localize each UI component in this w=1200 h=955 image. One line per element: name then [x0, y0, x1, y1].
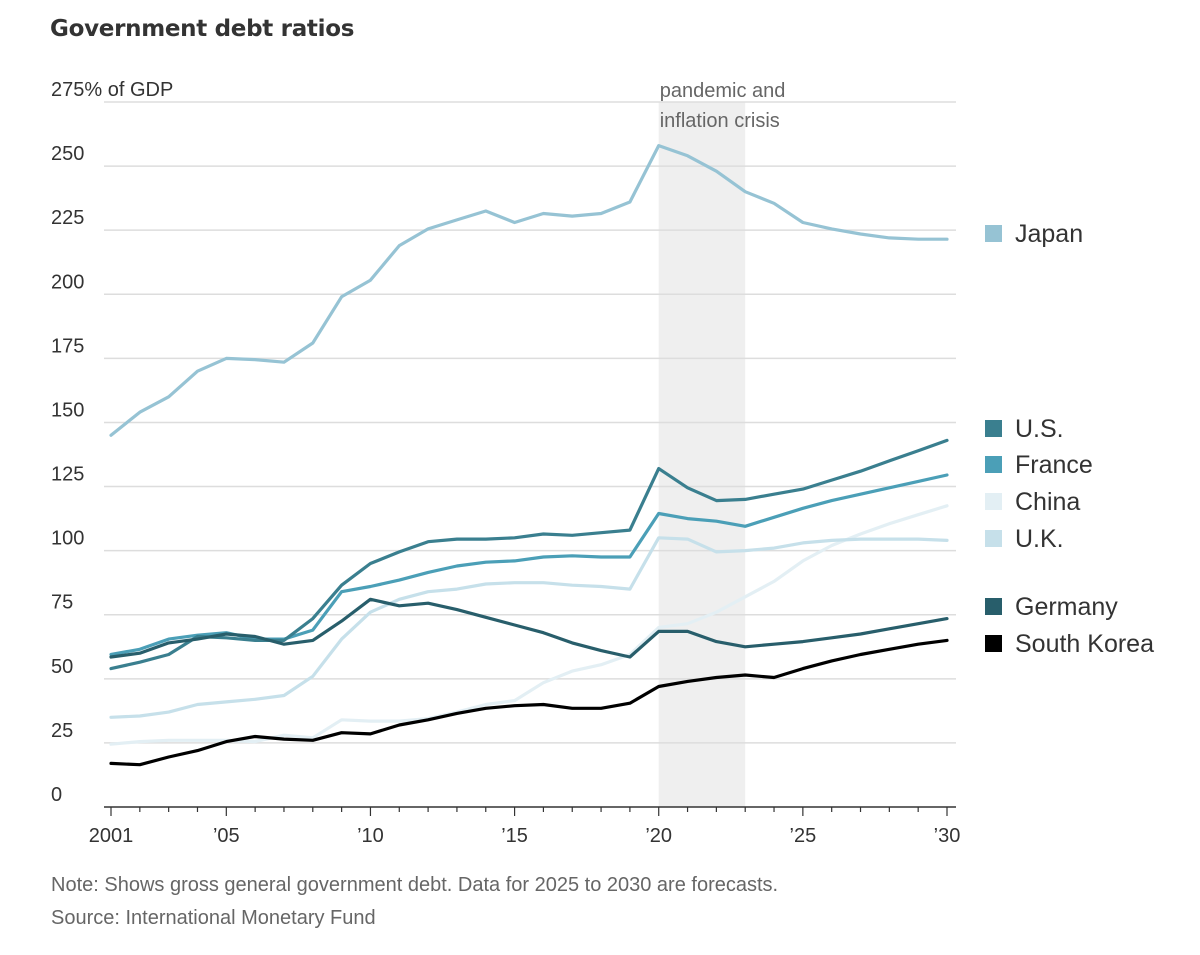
legend: Japan U.S. France China U.K. Germany South Kor…	[985, 220, 1154, 658]
legend-swatch-u-s	[985, 420, 1002, 437]
legend-swatch-france	[985, 456, 1002, 473]
x-tick-label: ’25	[790, 825, 817, 847]
series-line-u-s	[109, 438, 949, 671]
legend-label-south-korea: South Korea	[1015, 630, 1154, 658]
y-tick-label: 225	[51, 207, 84, 229]
legend-label-u-k: U.K.	[1015, 525, 1064, 553]
x-tick-label: 2001	[89, 825, 134, 847]
y-tick-label: 200	[51, 271, 84, 293]
x-tick-label: ’15	[501, 825, 528, 847]
series-line-china	[109, 504, 949, 746]
y-tick-label: 175	[51, 335, 84, 357]
legend-swatch-japan	[985, 225, 1002, 242]
legend-label-germany: Germany	[1015, 593, 1118, 621]
series-line-germany	[109, 597, 949, 659]
chart-note: Note: Shows gross general government deb…	[51, 874, 779, 896]
axis-layer	[104, 806, 956, 816]
line-chart: pandemic and inflation crisis 275% of GDP 0…	[51, 79, 1154, 847]
y-tick-label: 150	[51, 399, 84, 421]
series-line-japan	[109, 144, 949, 437]
y-tick-label: 250	[51, 143, 84, 165]
y-tick-label: 75	[51, 592, 73, 614]
legend-swatch-u-k	[985, 530, 1002, 547]
highlight-band-layer	[658, 102, 746, 807]
x-tick-label: ’30	[934, 825, 961, 847]
annotation-label: inflation crisis	[660, 110, 780, 132]
series-line-france	[109, 473, 949, 657]
y-tick-label: 100	[51, 528, 84, 550]
legend-label-japan: Japan	[1015, 220, 1083, 248]
annotation-label: pandemic and	[660, 80, 786, 102]
y-tick-label: 50	[51, 656, 73, 678]
y-tick-label: 25	[51, 720, 73, 742]
legend-swatch-south-korea	[985, 635, 1002, 652]
label-layer: pandemic and inflation crisis 275% of GDP 0…	[51, 79, 960, 847]
series-line-south-korea	[109, 638, 949, 767]
legend-label-u-s: U.S.	[1015, 415, 1064, 443]
legend-swatch-germany	[985, 598, 1002, 615]
series-line-u-k	[109, 536, 949, 719]
chart-source: Source: International Monetary Fund	[51, 907, 376, 929]
y-tick-label: 125	[51, 464, 84, 486]
highlight-band	[658, 102, 746, 807]
series-layer	[109, 144, 949, 767]
chart-title: Government debt ratios	[50, 16, 355, 42]
x-tick-label: ’10	[357, 825, 384, 847]
gridline-layer	[104, 101, 956, 744]
x-tick-label: ’20	[645, 825, 672, 847]
y-tick-label: 0	[51, 784, 62, 806]
y-axis-label: 275% of GDP	[51, 79, 173, 101]
legend-swatch-china	[985, 493, 1002, 510]
legend-label-china: China	[1015, 488, 1080, 516]
x-tick-label: ’05	[213, 825, 240, 847]
legend-label-france: France	[1015, 451, 1093, 479]
